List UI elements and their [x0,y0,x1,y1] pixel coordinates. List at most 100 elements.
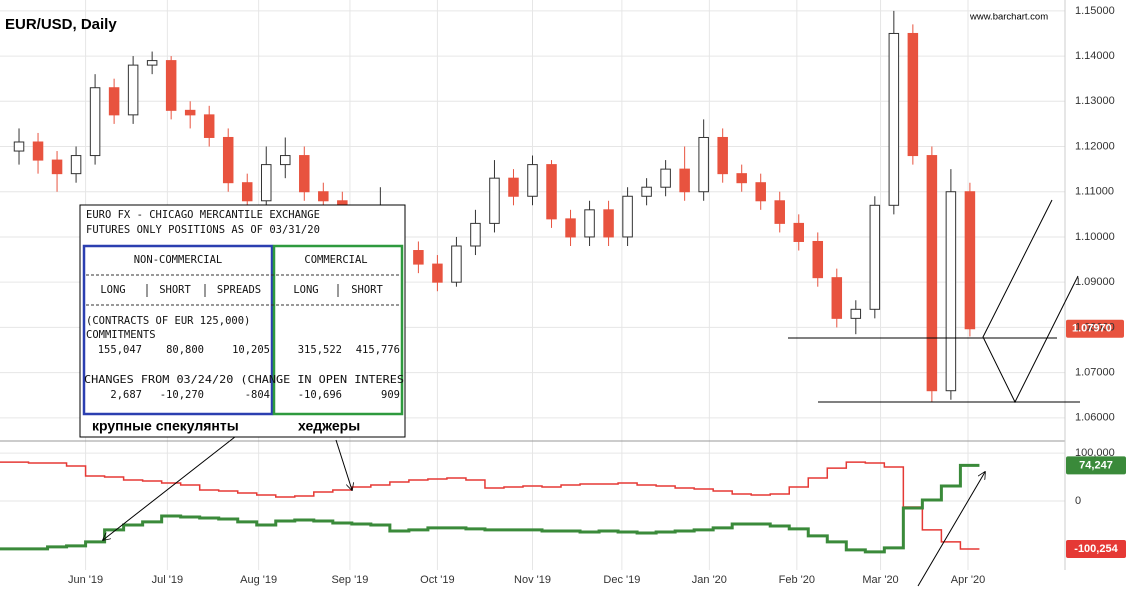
candle-body [89,87,101,157]
row-label: COMMITMENTS [86,329,156,341]
last-price-box [1066,319,1124,338]
candle-body [926,155,938,392]
candle-body [413,250,424,265]
marks [0,10,1126,559]
candle-body [280,155,291,166]
cot-line [0,463,980,554]
candle-body [660,168,671,188]
end-label-box [1066,540,1126,559]
candle-body [679,168,690,193]
cell: 315,522 [298,344,342,356]
y-tick-label: 0 [1075,495,1081,507]
candle-body [793,222,805,242]
column-label: LONG [293,284,318,296]
x-tick-label: Apr '20 [951,574,986,586]
caption: хеджеры [298,418,360,434]
candle-body [831,277,843,319]
candle-body [108,87,120,116]
candle-body [146,60,158,66]
candle-body [470,222,481,247]
candle-body [222,136,234,184]
cell: -10,696 [298,389,342,401]
x-tick-label: Jun '19 [68,574,103,586]
group-box [272,244,404,416]
candle-body [641,186,652,197]
y-tick-label: 1.08000 [1075,321,1115,333]
column-label: SHORT [159,284,191,296]
arrow [335,439,352,490]
cell: 415,776 [356,344,400,356]
candle-body [945,191,957,392]
candle-body [869,204,881,310]
candle-body [51,159,63,175]
candle-body [432,263,443,283]
y-tick-label: 1.09000 [1075,276,1115,288]
candle-body [774,200,785,224]
candle-body [527,164,538,197]
candle-body [812,240,824,279]
cell: 909 [381,389,400,401]
end-label: 74,247 [1079,459,1113,471]
candle-body [736,173,747,184]
candle-body [241,182,253,202]
x-tick-label: Sep '19 [331,574,368,586]
candle-body [184,109,196,116]
arrow [917,472,985,587]
candle-body [850,308,862,319]
y-tick-label: 1.12000 [1075,140,1115,152]
candle-body [964,191,976,330]
candle-body [32,141,44,161]
y-tick-label: 1.07000 [1075,367,1115,379]
candle-body [165,60,177,111]
candle-body [603,209,614,238]
candle-body [622,195,633,238]
candle-body [584,209,595,238]
candle-body [260,164,272,202]
projection [982,199,1079,404]
y-tick-label: 1.11000 [1075,186,1114,198]
candle-body [888,32,900,206]
row-label: CHANGES FROM 03/24/20 (CHANGE IN OPEN IN… [84,374,404,386]
candle-body [203,114,215,138]
table-header: FUTURES ONLY POSITIONS AS OF 03/31/20 [86,224,320,236]
cell: -10,270 [160,389,204,401]
candle-body [546,164,557,220]
x-tick-label: Nov '19 [514,574,551,586]
watermark: www.barchart.com [969,12,1048,23]
y-tick-label: 100,000 [1075,447,1115,459]
column-label: SHORT [351,284,383,296]
x-tick-label: Jan '20 [692,574,727,586]
table-box [79,204,406,438]
candle-body [13,141,25,152]
candle-body [755,182,766,202]
x-tick-label: Oct '19 [420,574,455,586]
annotations [103,199,1080,587]
y-tick-label: 1.06000 [1075,412,1115,424]
column-label: LONG [100,284,125,296]
candle-body [907,32,919,157]
column-label: SPREADS [217,284,261,296]
candle-body [508,177,519,197]
candle-body [127,64,139,116]
y-tick-label: 1.15000 [1075,5,1115,17]
group-label: COMMERCIAL [304,254,367,266]
candle-body [451,245,462,283]
cell: 10,205 [232,344,270,356]
caption: крупные спекулянты [92,418,239,434]
candle-body [565,218,576,238]
candle-body [318,191,329,202]
last-price-label: 1.07970 [1072,323,1112,335]
cell: 2,687 [110,389,142,401]
cell: -804 [245,389,270,401]
candle-body [698,136,709,193]
y-tick-label: 1.13000 [1075,95,1115,107]
arrow [103,432,241,540]
x-tick-label: Mar '20 [862,574,898,586]
x-tick-label: Aug '19 [240,574,277,586]
y-tick-label: 1.10000 [1075,231,1115,243]
end-label: -100,254 [1074,543,1118,555]
candle-body [489,177,500,224]
note: (CONTRACTS OF EUR 125,000) [86,315,250,327]
cot-table: EURO FX - CHICAGO MERCANTILE EXCHANGE FU… [79,204,406,438]
candle-body [299,155,310,193]
